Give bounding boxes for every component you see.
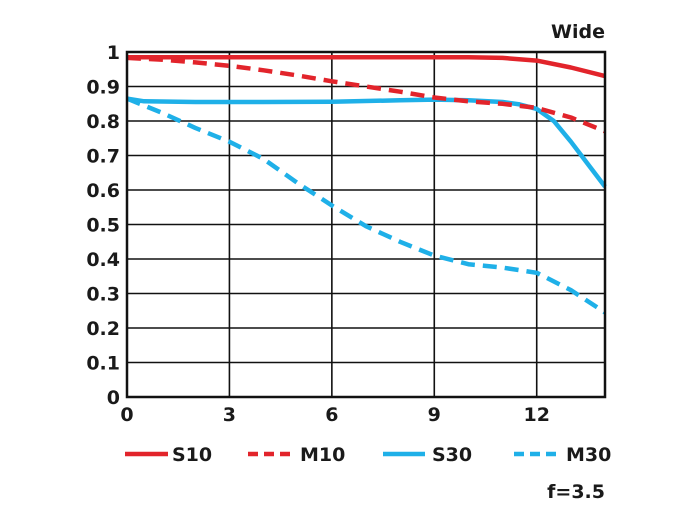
legend-label-s10: S10	[172, 444, 212, 466]
x-tick-label: 3	[223, 404, 236, 426]
y-tick-label: 0.6	[86, 180, 120, 202]
y-tick-label: 0.2	[86, 318, 120, 340]
y-tick-label: 0.9	[86, 77, 120, 99]
y-tick-label: 0.4	[86, 249, 120, 271]
x-tick-label: 0	[120, 404, 133, 426]
y-tick-label: 0.1	[86, 353, 120, 375]
y-axis-ticks: 0 0.1 0.2 0.3 0.4 0.5 0.6 0.7 0.8 0.9 1	[86, 42, 120, 409]
y-tick-label: 0	[107, 387, 120, 409]
y-tick-label: 0.8	[86, 111, 120, 133]
x-tick-label: 6	[325, 404, 338, 426]
y-tick-label: 0.7	[86, 146, 120, 168]
legend-label-m30: M30	[566, 444, 611, 466]
series-line-m10	[126, 55, 606, 134]
series-line-s10	[127, 54, 606, 79]
y-tick-label: 0.3	[86, 284, 120, 306]
series-line-s30	[126, 96, 607, 188]
chart-subtitle: f=3.5	[547, 481, 605, 503]
x-tick-label: 9	[428, 404, 441, 426]
legend-label-s30: S30	[432, 444, 472, 466]
legend: S10 M10 S30 M30	[125, 444, 611, 466]
plot-frame	[125, 50, 607, 399]
series-line-m30	[126, 96, 607, 315]
legend-label-m10: M10	[300, 444, 345, 466]
y-tick-label: 0.5	[86, 215, 120, 237]
x-tick-label: 12	[523, 404, 549, 426]
series-layer	[126, 54, 607, 315]
x-axis-ticks: 0 3 6 9 12	[120, 404, 550, 426]
chart-title: Wide	[551, 21, 605, 43]
y-tick-label: 1	[107, 42, 120, 64]
